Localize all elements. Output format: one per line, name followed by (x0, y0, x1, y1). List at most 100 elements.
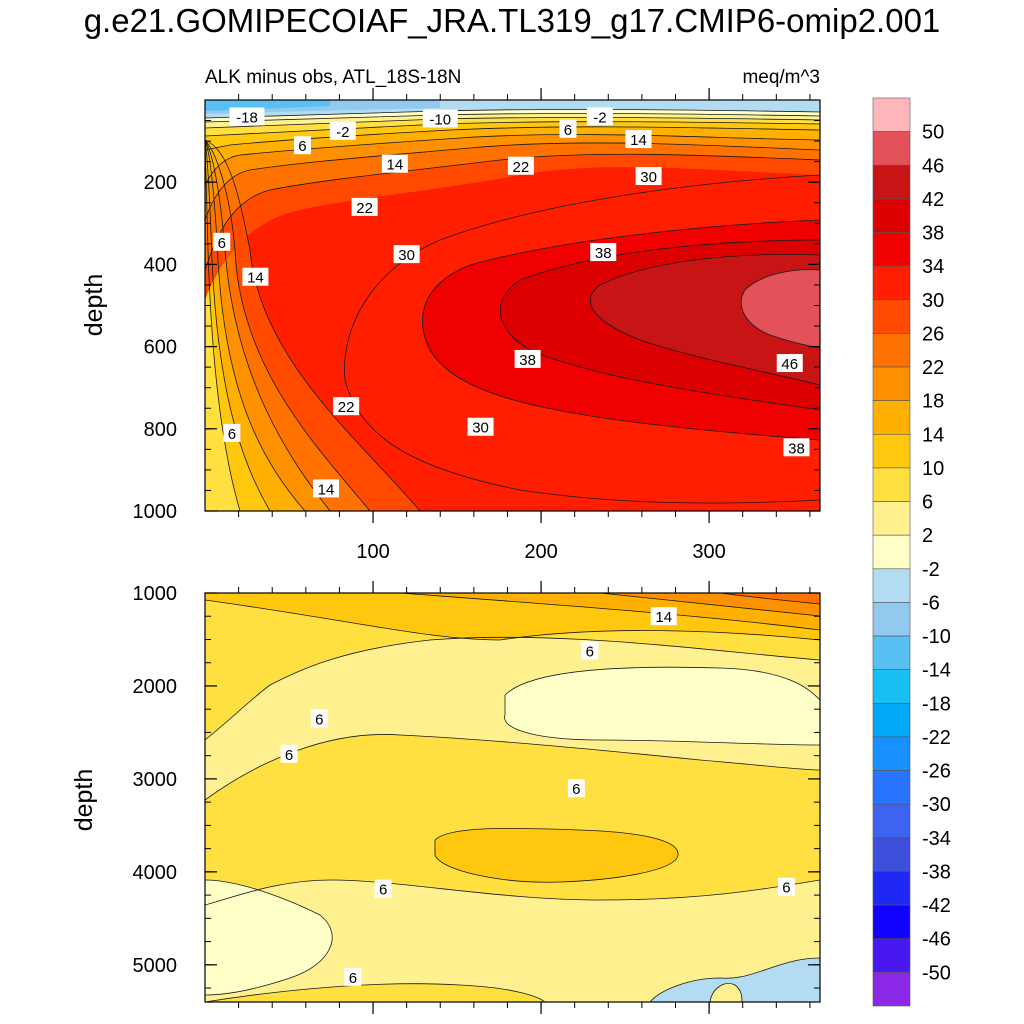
contour-label: 14 (381, 154, 408, 174)
x-tick-label: 100 (356, 541, 389, 563)
colorbar-swatch (872, 198, 911, 233)
contour-label: 14 (650, 607, 677, 626)
colorbar-label: -26 (922, 761, 951, 783)
contour-label: 6 (293, 136, 311, 155)
contour-label: 14 (625, 130, 652, 149)
contour-label-text: -2 (593, 109, 606, 126)
contour-label-text: 6 (782, 880, 790, 897)
contour-label-bg (213, 232, 231, 251)
colorbar-label: -14 (922, 660, 951, 682)
colorbar-swatch (872, 433, 911, 469)
colorbar-label: 2 (922, 525, 933, 547)
upper-y-axis-label: depth (80, 274, 108, 337)
contour-label: 38 (514, 349, 541, 369)
colorbar-label: 14 (922, 424, 944, 446)
y-tick-label: 2000 (133, 676, 178, 698)
figure-title: g.e21.GOMIPECOIAF_JRA.TL319_g17.CMIP6-om… (83, 2, 941, 39)
contour-label: 38 (590, 243, 617, 262)
upper-contour-fill (205, 100, 820, 511)
contour-label-bg (777, 877, 795, 896)
colorbar-label: -18 (922, 693, 951, 715)
contour-label-text: 22 (356, 200, 373, 217)
colorbar-swatch (872, 938, 911, 973)
contour-label: -10 (422, 109, 458, 128)
contour-label: 46 (776, 354, 803, 373)
contour-label: 6 (213, 232, 231, 252)
colorbar-label: -2 (922, 559, 940, 581)
contour-label-text: -2 (336, 124, 349, 141)
y-tick-label: 800 (144, 419, 177, 441)
contour-label: 30 (635, 167, 662, 186)
colorbar-swatch (872, 400, 911, 435)
contour-label-text: 46 (781, 356, 798, 373)
colorbar-label: 10 (922, 458, 944, 480)
lower-y-axis-label: depth (70, 769, 98, 832)
lower-plot-frame (204, 592, 821, 1003)
contour-label-bg (635, 167, 662, 186)
colorbar-swatch (872, 265, 911, 301)
x-tick-label: 300 (692, 541, 725, 563)
colorbar-label: -38 (922, 861, 951, 883)
colorbar-swatch (872, 602, 911, 637)
colorbar-swatch (872, 534, 911, 570)
contour-label-text: 6 (379, 882, 387, 899)
contour-label-bg (344, 967, 362, 986)
contour-label-text: 6 (572, 781, 580, 798)
contour-label-bg (507, 156, 534, 175)
contour-label-bg (559, 119, 577, 138)
y-tick-label: 200 (144, 172, 177, 194)
colorbar-label: -46 (922, 929, 951, 951)
y-tick-label: 4000 (133, 862, 178, 884)
contour-label: 6 (559, 119, 577, 139)
contour-label: -2 (329, 121, 356, 141)
contour-label: 6 (374, 879, 392, 899)
contour-label-bg (567, 779, 585, 798)
colorbar-swatch (872, 501, 911, 536)
contour-label-text: 6 (285, 747, 293, 764)
colorbar-swatch (872, 131, 911, 166)
y-tick-label: 600 (144, 337, 177, 359)
lower-contour-fill (205, 593, 820, 1002)
contour-label: 14 (242, 267, 269, 287)
colorbar: 50 46 42 38 34 30 26 22 18 14 10 6 2 -2 -6 -10 -14 -18 -22… (872, 97, 951, 1007)
contour-label-bg (329, 121, 356, 140)
y-tick-label: 400 (144, 254, 177, 276)
colorbar-swatch (872, 972, 911, 1007)
contour-label-text: 14 (387, 157, 404, 174)
contour-label-text: -10 (429, 111, 451, 128)
colorbar-swatch (872, 803, 911, 839)
contour-label: 6 (223, 423, 241, 443)
contour-label: 6 (280, 744, 298, 764)
y-tick-label: 3000 (133, 769, 178, 791)
colorbar-label: 30 (922, 290, 944, 312)
colorbar-swatch (872, 97, 911, 132)
colorbar-swatch (872, 904, 911, 940)
colorbar-swatch (872, 232, 911, 267)
colorbar-label: 50 (922, 122, 944, 144)
contour-label: -18 (229, 107, 265, 126)
colorbar-label: -10 (922, 626, 951, 648)
contour-label: 38 (783, 438, 810, 457)
contour-label-text: 6 (228, 426, 236, 443)
colorbar-label: -30 (922, 794, 951, 816)
contour-label-text: 38 (595, 245, 612, 262)
contour-label-text: 30 (472, 420, 489, 437)
contour-label-text: 22 (338, 399, 355, 416)
contour-label-bg (280, 744, 298, 763)
contour-label-bg (229, 107, 265, 126)
contour-label-text: 14 (247, 270, 264, 287)
colorbar-label: 26 (922, 323, 944, 345)
colorbar-label: -42 (922, 895, 951, 917)
contour-label-bg (514, 349, 541, 368)
contour-label-bg (293, 136, 311, 155)
contour-label-bg (393, 245, 420, 264)
x-tick-label: 200 (524, 541, 557, 563)
colorbar-label: 46 (922, 155, 944, 177)
contour-label: 6 (567, 779, 585, 798)
upper-contour-lines (205, 109, 820, 511)
contour-label-text: 14 (655, 609, 672, 626)
contour-label-text: 14 (318, 481, 335, 498)
contour-label: 30 (393, 245, 420, 264)
contour-label-bg (242, 267, 269, 286)
y-tick-label: 1000 (133, 583, 178, 605)
